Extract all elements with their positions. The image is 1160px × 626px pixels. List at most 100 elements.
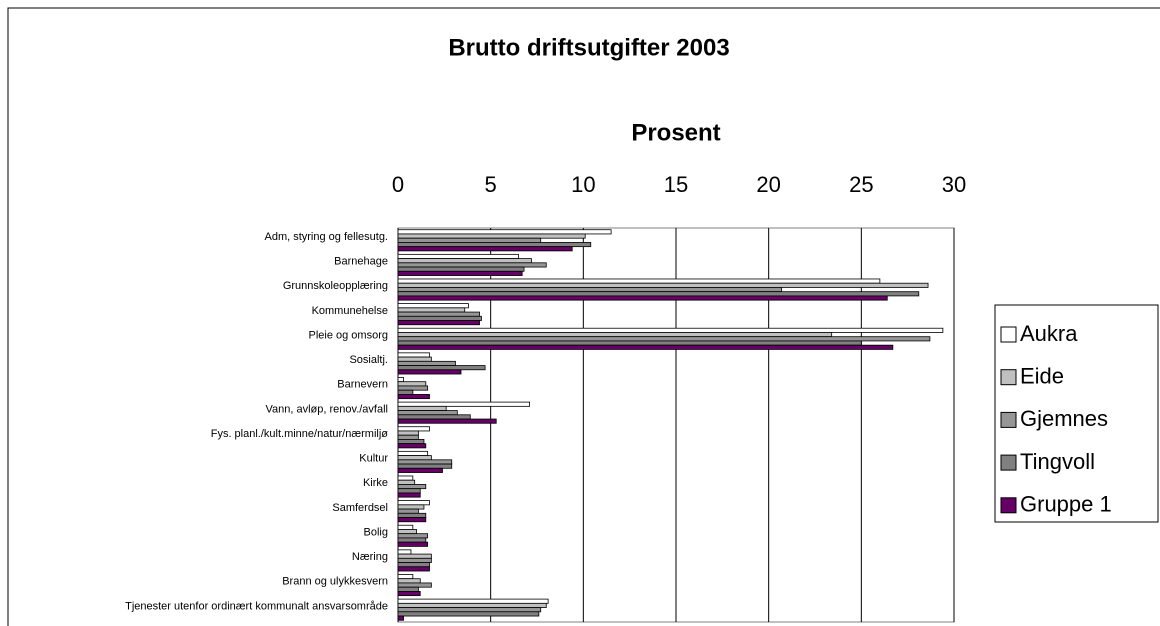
- bar: [397, 278, 881, 284]
- bar: [397, 282, 929, 288]
- bar: [397, 246, 573, 252]
- bar: [397, 307, 466, 313]
- bar: [397, 557, 432, 563]
- bar: [397, 492, 421, 498]
- bar: [397, 463, 453, 469]
- bar: [397, 430, 419, 436]
- legend-label: Tingvoll: [1020, 449, 1095, 474]
- bar: [397, 439, 425, 445]
- bar: [397, 443, 427, 449]
- y-tick-label: Adm, styring og fellesutg.: [264, 231, 388, 243]
- bar: [397, 369, 462, 375]
- x-tick-label: 0: [392, 172, 404, 197]
- bar: [397, 611, 540, 617]
- y-tick-label: Kommunehelse: [312, 305, 388, 317]
- bar: [397, 377, 404, 383]
- bar: [397, 303, 469, 309]
- bar: [397, 537, 427, 543]
- bar: [397, 381, 427, 387]
- bar: [397, 229, 612, 235]
- y-tick-label: Sosialtj.: [349, 354, 388, 366]
- bar: [397, 582, 432, 588]
- legend-label: Eide: [1020, 364, 1064, 389]
- bar: [397, 508, 419, 514]
- bar: [397, 484, 427, 490]
- y-tick-label: Kirke: [363, 477, 388, 489]
- bar: [397, 344, 894, 350]
- bar: [397, 414, 471, 420]
- bar: [397, 315, 482, 321]
- bar: [397, 389, 414, 395]
- bar: [397, 533, 429, 539]
- bar: [397, 607, 542, 613]
- bar: [397, 262, 547, 268]
- legend-label: Gjemnes: [1020, 406, 1108, 431]
- y-tick-label: Bolig: [364, 526, 388, 538]
- bar: [397, 291, 920, 297]
- bar: [397, 578, 421, 584]
- bar: [397, 455, 432, 461]
- y-tick-label: Barnevern: [337, 379, 388, 391]
- bar: [397, 311, 480, 317]
- y-tick-label: Samferdsel: [332, 502, 388, 514]
- bar: [397, 340, 862, 346]
- legend-box: [994, 304, 1159, 523]
- x-tick-label: 30: [942, 172, 966, 197]
- y-tick-label: Fys. planl./kult.minne/natur/nærmiljø: [211, 428, 389, 440]
- bar: [397, 258, 532, 264]
- y-tick-label: Barnehage: [334, 256, 388, 268]
- bar: [397, 237, 542, 243]
- y-tick-label: Grunnskoleopplæring: [283, 280, 388, 292]
- y-tick-label: Brann og ulykkesvern: [282, 576, 388, 588]
- bar: [397, 434, 419, 440]
- y-tick-label: Pleie og omsorg: [309, 329, 389, 341]
- bar: [397, 524, 414, 530]
- bar: [397, 320, 480, 326]
- bar: [397, 401, 530, 407]
- y-tick-label: Kultur: [359, 453, 388, 465]
- bar: [397, 566, 430, 572]
- bar: [397, 488, 421, 494]
- bar: [397, 253, 519, 259]
- bar: [397, 553, 432, 559]
- bar: [397, 233, 586, 239]
- bar: [397, 467, 443, 473]
- bar: [397, 332, 833, 338]
- bar: [397, 360, 456, 366]
- y-tick-label: Tjenester utenfor ordinært kommunalt ans…: [125, 600, 388, 612]
- bar: [397, 410, 458, 416]
- bar: [397, 336, 931, 342]
- bar: [397, 242, 592, 248]
- bar: [397, 394, 430, 400]
- x-tick-label: 5: [485, 172, 497, 197]
- bar: [397, 602, 547, 608]
- bar: [397, 512, 427, 518]
- bar: [397, 517, 427, 523]
- legend-swatch: [1000, 454, 1017, 471]
- bar: [397, 562, 430, 568]
- x-axis-title: Prosent: [631, 119, 720, 146]
- bar: [397, 459, 453, 465]
- bar: [397, 574, 414, 580]
- bar: [397, 475, 414, 481]
- bar: [397, 327, 944, 333]
- bar: [397, 295, 888, 301]
- bar: [397, 356, 432, 362]
- bar: [397, 426, 430, 432]
- bar: [397, 541, 429, 547]
- legend-label: Aukra: [1020, 321, 1078, 346]
- bar: [397, 365, 486, 371]
- legend-swatch: [1000, 369, 1017, 386]
- bar: [397, 385, 429, 391]
- bar: [397, 266, 525, 272]
- bar: [397, 405, 447, 411]
- x-tick-label: 15: [664, 172, 688, 197]
- x-tick-label: 20: [756, 172, 780, 197]
- bar: [397, 418, 497, 424]
- bar: [397, 352, 430, 358]
- bar: [397, 270, 523, 276]
- legend-swatch: [1000, 411, 1017, 428]
- bar: [397, 504, 425, 510]
- legend-label: Gruppe 1: [1020, 492, 1112, 517]
- bar: [397, 479, 416, 485]
